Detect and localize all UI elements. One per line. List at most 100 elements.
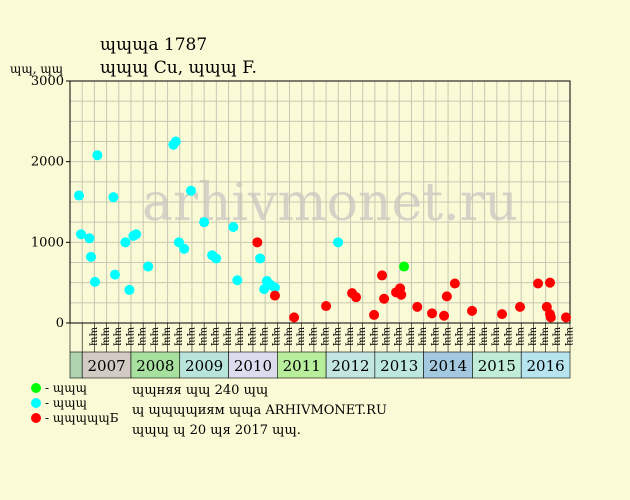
quarter-label: ɰɰ xyxy=(186,327,197,346)
data-point xyxy=(545,312,556,323)
year-band xyxy=(472,351,522,379)
quarter-label: ɰɰ xyxy=(308,327,319,346)
data-point xyxy=(89,276,100,287)
data-point xyxy=(497,309,508,320)
data-point xyxy=(427,308,438,319)
data-point xyxy=(449,278,460,289)
data-point xyxy=(467,305,478,316)
data-point xyxy=(533,278,544,289)
quarter-label: ɰɰ xyxy=(442,327,453,346)
plot-frame xyxy=(69,80,571,324)
quarter-label: ɰɰ xyxy=(332,327,343,346)
data-point xyxy=(269,282,280,293)
data-point xyxy=(131,229,142,240)
year-label: 2016 xyxy=(527,357,565,375)
y-tick-label: 2000 xyxy=(31,155,64,170)
quarter-label: ɰɰ xyxy=(454,327,465,346)
data-point xyxy=(84,233,95,244)
quarter-label: ɰɰ xyxy=(418,327,429,346)
year-label: 2011 xyxy=(283,357,321,375)
data-point xyxy=(185,185,196,196)
year-label: 2010 xyxy=(234,357,272,375)
quarter-label: ɰɰ xyxy=(503,327,514,346)
year-label: 2014 xyxy=(429,357,467,375)
data-point xyxy=(377,270,388,281)
quarter-label: ɰɰ xyxy=(259,327,270,346)
year-band xyxy=(374,351,424,379)
quarter-label: ɰɰ xyxy=(100,327,111,346)
quarter-label: ɰɰ xyxy=(405,327,416,346)
data-point xyxy=(109,269,120,280)
quarter-label: ɰɰ xyxy=(283,327,294,346)
data-point xyxy=(73,190,84,201)
quarter-label: ɰɰ xyxy=(125,327,136,346)
quarter-label: ɰɰ xyxy=(149,327,160,346)
quarter-label: ɰɰ xyxy=(320,327,331,346)
note-line: ɰ ɰɰɰɰиям ɰɰa ARHIVMONET.RU xyxy=(132,403,387,418)
legend-marker xyxy=(31,413,41,423)
data-point xyxy=(289,312,300,323)
data-point xyxy=(321,301,332,312)
data-point xyxy=(143,261,154,272)
quarter-label: ɰɰ xyxy=(527,327,538,346)
data-point xyxy=(252,237,263,248)
data-point xyxy=(75,229,86,240)
data-point xyxy=(412,301,423,312)
quarter-label: ɰɰ xyxy=(210,327,221,346)
data-point xyxy=(108,192,119,203)
data-point xyxy=(170,136,181,147)
quarter-label: ɰɰ xyxy=(369,327,380,346)
data-point xyxy=(179,243,190,254)
data-point xyxy=(379,293,390,304)
year-label: 2012 xyxy=(331,357,369,375)
quarter-label: ɰɰ xyxy=(381,327,392,346)
quarter-label: ɰɰ xyxy=(344,327,355,346)
data-point xyxy=(351,292,362,303)
year-label: 2009 xyxy=(185,357,223,375)
year-band xyxy=(325,351,376,379)
year-band xyxy=(520,351,571,379)
year-label: 2008 xyxy=(136,357,174,375)
data-point xyxy=(232,275,243,286)
y-tick-label: 0 xyxy=(56,316,64,331)
data-point xyxy=(120,237,131,248)
data-point xyxy=(396,289,407,300)
year-label: 2007 xyxy=(87,357,125,375)
quarter-label: ɰɰ xyxy=(540,327,551,346)
quarter-label: ɰɰ xyxy=(296,327,307,346)
year-label: 2013 xyxy=(380,357,418,375)
data-point xyxy=(211,253,222,264)
year-label: 2015 xyxy=(478,357,516,375)
quarter-label: ɰɰ xyxy=(174,327,185,346)
data-point xyxy=(255,253,266,264)
data-point xyxy=(269,290,280,301)
quarter-label: ɰɰ xyxy=(491,327,502,346)
legend-marker xyxy=(31,383,41,393)
data-point xyxy=(441,291,452,302)
data-point xyxy=(515,301,526,312)
quarter-label: ɰɰ xyxy=(466,327,477,346)
quarter-label: ɰɰ xyxy=(113,327,124,346)
quarter-label: ɰɰ xyxy=(137,327,148,346)
data-point xyxy=(199,217,210,228)
data-point xyxy=(85,251,96,262)
data-point xyxy=(369,309,380,320)
chart-subtitle: ɰɰɰ Cu, ɰɰɰ F. xyxy=(100,58,257,78)
data-point xyxy=(545,277,556,288)
legend-marker xyxy=(31,398,41,408)
y-tick-label: 3000 xyxy=(31,74,64,89)
data-point xyxy=(399,261,410,272)
chart-title: ɰɰɰa 1787 xyxy=(100,35,207,55)
quarter-label: ɰɰ xyxy=(235,327,246,346)
quarter-label: ɰɰ xyxy=(247,327,258,346)
data-point xyxy=(124,284,135,295)
y-axis-label: ɰɰ, ɰɰ xyxy=(10,62,63,76)
data-point xyxy=(333,237,344,248)
year-band xyxy=(277,351,327,379)
note-line: ɰɰɰ ɰ 20 ɰя 2017 ɰɰ. xyxy=(132,423,301,438)
year-band xyxy=(81,351,132,379)
legend-label: - ɰɰɰɰɰБ xyxy=(45,411,119,425)
quarter-label: ɰɰ xyxy=(479,327,490,346)
legend-label: - ɰɰɰ xyxy=(45,381,87,395)
data-point xyxy=(228,222,239,233)
